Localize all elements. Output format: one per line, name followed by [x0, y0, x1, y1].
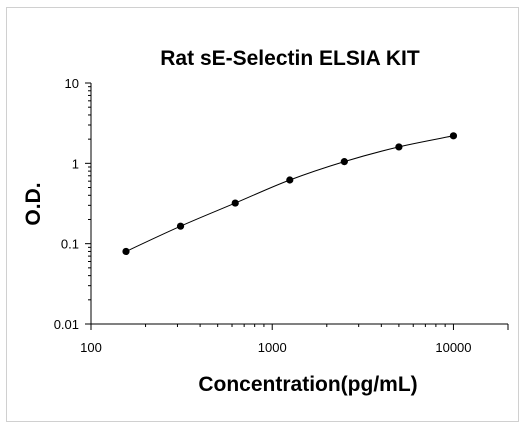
- data-marks: [122, 132, 458, 256]
- x-axis-title: Concentration(pg/mL): [198, 373, 417, 396]
- y-tick-label: 0.1: [61, 237, 79, 252]
- data-point: [395, 143, 403, 151]
- y-tick-label: 0.01: [54, 317, 79, 332]
- data-point: [449, 132, 458, 140]
- y-tick-label: 10: [65, 76, 79, 91]
- chart-title: Rat sE-Selectin ELSIA KIT: [160, 47, 420, 70]
- y-axis-title: O.D.: [22, 182, 45, 225]
- y-tick-label: 1: [72, 156, 79, 171]
- data-point: [286, 176, 294, 184]
- data-point: [122, 247, 130, 256]
- fit-curve: [125, 135, 454, 252]
- x-tick-label: 100: [80, 340, 102, 355]
- data-point: [340, 158, 348, 166]
- data-point: [176, 222, 185, 230]
- x-tick-label: 1000: [258, 340, 287, 355]
- x-tick-label: 10000: [435, 340, 471, 355]
- data-point: [231, 199, 239, 207]
